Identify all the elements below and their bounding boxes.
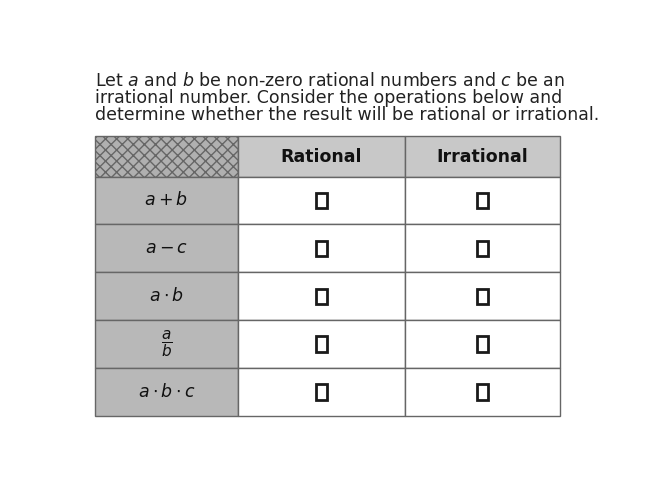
- Bar: [95, 272, 238, 320]
- Bar: [238, 225, 405, 272]
- Bar: [476, 384, 488, 400]
- Bar: [238, 320, 405, 368]
- Bar: [476, 193, 488, 208]
- Text: $a + b$: $a + b$: [144, 191, 189, 210]
- Bar: [405, 225, 560, 272]
- Bar: [316, 193, 327, 208]
- Text: $\dfrac{a}{b}$: $\dfrac{a}{b}$: [160, 329, 172, 359]
- Bar: [405, 177, 560, 225]
- Bar: [405, 320, 560, 368]
- Bar: [405, 368, 560, 416]
- Bar: [316, 337, 327, 352]
- Text: $a - c$: $a - c$: [145, 240, 188, 257]
- Bar: [95, 225, 238, 272]
- Bar: [476, 337, 488, 352]
- Bar: [405, 137, 560, 177]
- Bar: [95, 177, 238, 225]
- Bar: [95, 368, 238, 416]
- Bar: [238, 368, 405, 416]
- Text: $a \cdot b \cdot c$: $a \cdot b \cdot c$: [138, 383, 195, 401]
- Bar: [405, 272, 560, 320]
- Bar: [95, 137, 238, 177]
- Text: $a \cdot b$: $a \cdot b$: [149, 287, 184, 305]
- Bar: [95, 320, 238, 368]
- Text: determine whether the result will be rational or irrational.: determine whether the result will be rat…: [95, 106, 599, 124]
- Bar: [476, 288, 488, 304]
- Bar: [316, 241, 327, 256]
- Bar: [238, 137, 405, 177]
- Text: irrational number. Consider the operations below and: irrational number. Consider the operatio…: [95, 89, 562, 107]
- Bar: [238, 272, 405, 320]
- Bar: [316, 288, 327, 304]
- Text: Rational: Rational: [281, 147, 362, 166]
- Bar: [316, 384, 327, 400]
- Text: Irrational: Irrational: [437, 147, 528, 166]
- Bar: [238, 177, 405, 225]
- Text: Let $a$ and $b$ be non-zero rational numbers and $c$ be an: Let $a$ and $b$ be non-zero rational num…: [95, 72, 565, 90]
- Bar: [476, 241, 488, 256]
